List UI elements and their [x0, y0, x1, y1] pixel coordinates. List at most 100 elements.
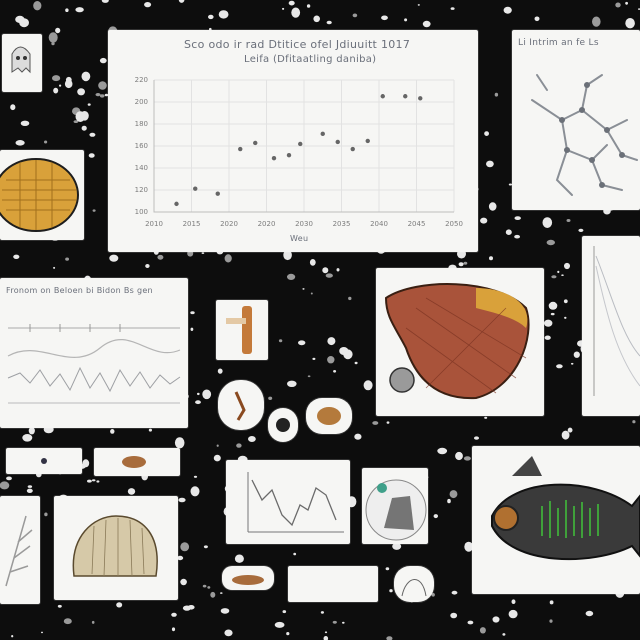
- scatter-point: [174, 201, 179, 207]
- scatter-point: [380, 94, 385, 99]
- speckle-dot: [474, 436, 479, 440]
- speckle-dot: [489, 256, 493, 261]
- speckle-dot: [556, 364, 563, 369]
- speckle-dot: [288, 0, 295, 6]
- speckle-dot: [95, 93, 101, 97]
- speckle-dot: [180, 578, 187, 586]
- speckle-dot: [15, 140, 25, 146]
- arc-icon: [401, 579, 427, 597]
- speckle-dot: [480, 217, 488, 224]
- speckle-dot: [91, 620, 95, 624]
- speckle-dot: [324, 631, 328, 634]
- rust-fossil-panel: [376, 268, 544, 416]
- bone-specimen-panel: [216, 300, 268, 360]
- speckle-dot: [190, 327, 194, 331]
- scatter-point: [238, 146, 243, 152]
- scatter-point: [350, 146, 355, 152]
- speckle-dot: [561, 430, 570, 440]
- scatter-point: [286, 152, 292, 158]
- scatter-point: [365, 138, 370, 144]
- speckle-dot: [550, 312, 555, 316]
- dot-icon: [41, 458, 47, 464]
- y-tick-label: 120: [135, 186, 148, 194]
- speckle-dot: [202, 584, 207, 588]
- speckle-dot: [22, 434, 33, 442]
- speckle-dot: [220, 608, 230, 614]
- speckle-dot: [564, 316, 567, 319]
- speckle-dot: [544, 335, 551, 340]
- speckle-dot: [91, 479, 96, 482]
- speckle-dot: [177, 555, 184, 561]
- speckle-dot: [323, 636, 329, 640]
- speckle-dot: [207, 586, 211, 589]
- speckle-dot: [88, 153, 95, 158]
- bottom-arc-panel: [394, 566, 434, 602]
- speckle-dot: [52, 75, 61, 82]
- speckle-dot: [65, 76, 72, 83]
- speckle-dot: [278, 339, 283, 343]
- branching-structure: [531, 74, 638, 196]
- speckle-dot: [213, 454, 221, 462]
- speckle-dot: [6, 476, 12, 481]
- speckle-dot: [26, 488, 33, 493]
- speckle-dot: [309, 259, 316, 266]
- shell-specimen: [234, 391, 246, 421]
- x-tick-label: 2045: [408, 220, 426, 228]
- speckle-dot: [488, 202, 497, 211]
- speckle-dot: [218, 10, 229, 19]
- speckle-dot: [148, 428, 152, 432]
- nut-specimen-panel: [306, 398, 352, 434]
- speckle-dot: [109, 254, 119, 262]
- speckle-dot: [55, 27, 61, 34]
- speckle-dot: [450, 612, 458, 619]
- speckle-dot: [564, 262, 570, 270]
- speckle-dot: [336, 268, 340, 272]
- amber-cross-section: [0, 158, 79, 232]
- chart-subtitle: Leifa (Dfitaatling daniba): [244, 54, 377, 65]
- speckle-dot: [283, 249, 292, 261]
- speckle-dot: [484, 416, 488, 419]
- speckle-dot: [63, 618, 72, 625]
- speckle-dot: [216, 444, 219, 447]
- speckle-dot: [557, 270, 560, 274]
- speckle-dot: [363, 380, 373, 391]
- speckle-dot: [144, 2, 152, 8]
- speckle-dot: [342, 621, 345, 624]
- speckle-dot: [274, 621, 285, 628]
- x-tick-label: 2035: [333, 220, 351, 228]
- x-tick-label: 2050: [445, 220, 463, 228]
- speckle-dot: [449, 490, 458, 499]
- speckle-dot: [127, 488, 136, 495]
- speckle-dot: [585, 610, 594, 617]
- speckle-dot: [566, 219, 571, 222]
- speckle-dot: [171, 612, 177, 617]
- speckle-dot: [322, 267, 329, 274]
- wave-plot: [7, 324, 181, 404]
- scatter-point: [215, 191, 220, 196]
- speckle-dot: [455, 451, 463, 461]
- speckle-dot: [178, 497, 186, 503]
- speckle-dot: [548, 301, 558, 310]
- ghost-icon: [11, 46, 31, 74]
- speckle-dot: [467, 620, 474, 625]
- speckle-dot: [73, 120, 79, 123]
- speckle-dot: [44, 140, 48, 144]
- speckle-dot: [372, 421, 379, 425]
- speckle-dot: [307, 375, 311, 378]
- speckle-dot: [534, 16, 540, 22]
- y-tick-label: 220: [135, 76, 148, 84]
- y-tick-label: 180: [135, 120, 148, 128]
- x-tick-label: 2040: [370, 220, 388, 228]
- speckle-dot: [96, 480, 100, 483]
- speckle-dot: [145, 264, 150, 268]
- speckle-dot: [392, 542, 402, 550]
- speckle-dot: [447, 498, 451, 504]
- speckle-dot: [551, 275, 557, 279]
- y-tick-label: 140: [135, 164, 148, 172]
- speckle-dot: [10, 104, 16, 111]
- speckle-dot: [48, 32, 58, 43]
- speckle-dot: [87, 103, 91, 106]
- speckle-dot: [503, 6, 512, 14]
- speckle-dot: [327, 337, 336, 346]
- speckle-dot: [298, 340, 306, 346]
